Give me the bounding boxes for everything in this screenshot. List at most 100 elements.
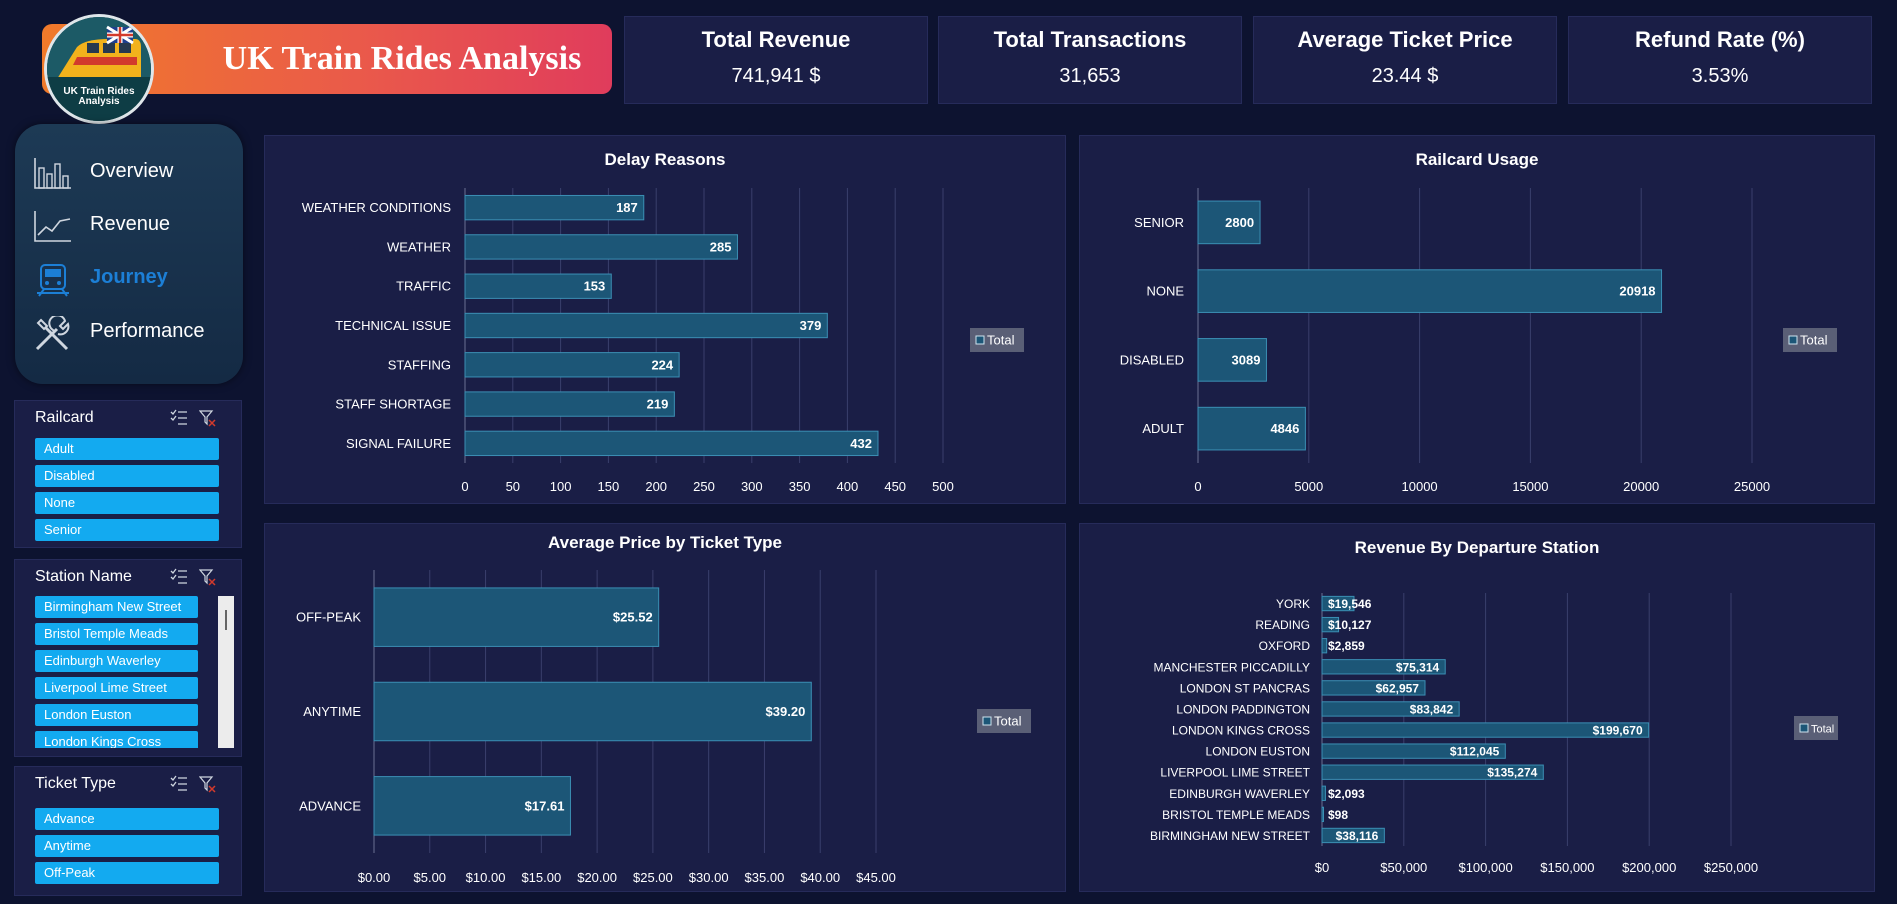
- legend-label: Total: [1800, 333, 1828, 348]
- slicer-chip[interactable]: Off-Peak: [35, 862, 219, 884]
- slicer-chip[interactable]: Advance: [35, 808, 219, 830]
- chart-panel-delay-reasons: Delay Reasons 0 50 100 150 200 250 300 350 400 45…: [264, 135, 1066, 504]
- station-list: Birmingham New Street Bristol Temple Mea…: [35, 596, 235, 748]
- slicer-chip[interactable]: Disabled: [35, 465, 219, 487]
- chart-title: Delay Reasons: [604, 150, 726, 169]
- category-label: TRAFFIC: [396, 279, 451, 294]
- axis-tick-label: 250: [693, 479, 715, 494]
- nav-item-revenue[interactable]: Revenue: [15, 207, 243, 247]
- legend-swatch: [1799, 723, 1809, 733]
- data-label: $112,045: [1450, 745, 1500, 759]
- nav-item-journey[interactable]: Journey: [15, 260, 243, 300]
- data-label: $38,116: [1336, 829, 1379, 843]
- category-label: SENIOR: [1134, 215, 1184, 230]
- bar: [1321, 680, 1426, 696]
- chart-panel-revenue-by-station: Revenue By Departure Station $0 $50,000 $1…: [1079, 523, 1875, 892]
- axis-tick-label: 20000: [1623, 479, 1659, 494]
- kpi-value: 3.53%: [1691, 65, 1749, 87]
- data-label: $2,093: [1328, 787, 1365, 801]
- bar: [1321, 827, 1385, 844]
- kpi-value: 741,941 $: [731, 65, 821, 87]
- page-title: UK Train Rides Analysis: [222, 40, 582, 77]
- slicer-chip[interactable]: Birmingham New Street: [35, 596, 198, 618]
- axis-tick-label: 25000: [1734, 479, 1770, 494]
- bar: [1321, 638, 1328, 654]
- slicer-chip[interactable]: Adult: [35, 438, 219, 460]
- data-label: 2800: [1225, 215, 1254, 230]
- slicer-chip[interactable]: London Kings Cross: [35, 731, 198, 748]
- data-label: $39.20: [766, 704, 806, 719]
- bar: [1321, 595, 1355, 612]
- axis-tick-label: $0: [1315, 860, 1329, 875]
- axis-tick-label: $50,000: [1380, 860, 1427, 875]
- axis-tick-label: 15000: [1512, 479, 1548, 494]
- bar: [1321, 659, 1446, 675]
- axis-tick-label: $15.00: [521, 870, 561, 885]
- bar: [1321, 722, 1650, 738]
- scrollbar-thumb[interactable]: [225, 610, 227, 630]
- axis-tick-label: 450: [884, 479, 906, 494]
- category-label: SIGNAL FAILURE: [346, 436, 451, 451]
- nav-item-overview[interactable]: Overview: [15, 154, 243, 194]
- logo: UK Train Rides Analysis: [44, 14, 154, 124]
- slicer-chip[interactable]: London Euston: [35, 704, 198, 726]
- multi-select-icon[interactable]: [170, 775, 188, 793]
- axis-tick-label: $40.00: [800, 870, 840, 885]
- bar: [1321, 764, 1544, 780]
- legend-swatch: [982, 716, 992, 726]
- axis-tick-label: 0: [1194, 479, 1201, 494]
- scrollbar[interactable]: [218, 596, 234, 748]
- clear-filter-icon[interactable]: [199, 568, 217, 586]
- data-label: 224: [651, 357, 673, 372]
- bar: [373, 776, 571, 836]
- nav-label: Performance: [90, 320, 205, 342]
- slicer-chip[interactable]: Liverpool Lime Street: [35, 677, 198, 699]
- category-label: LONDON KINGS CROSS: [1172, 724, 1310, 738]
- category-label: OFF-PEAK: [296, 610, 361, 625]
- chart-title: Average Price by Ticket Type: [547, 533, 783, 552]
- clear-filter-icon[interactable]: [199, 775, 217, 793]
- slicer-railcard: Railcard Adult Disabled None Senior: [14, 400, 242, 548]
- logo-text-line2: Analysis: [78, 96, 120, 107]
- delay-reasons-chart: 0 50 100 150 200 250 300 350 400 450 500 WEATHER CO…: [302, 188, 1024, 494]
- slicer-title: Ticket Type: [35, 775, 116, 792]
- multi-select-icon[interactable]: [170, 409, 188, 427]
- data-label: $10,127: [1328, 618, 1372, 632]
- category-label: TECHNICAL ISSUE: [335, 318, 451, 333]
- bar-chart-icon: [34, 158, 71, 189]
- slicer-chip[interactable]: Anytime: [35, 835, 219, 857]
- slicer-chip[interactable]: None: [35, 492, 219, 514]
- kpi-refund-rate: Refund Rate (%) 3.53%: [1568, 16, 1872, 104]
- slicer-title: Station Name: [35, 568, 132, 585]
- slicer-station-name: Station Name Birmingham New Street Brist…: [14, 559, 242, 757]
- axis-tick-label: $25.00: [633, 870, 673, 885]
- bar: [1197, 200, 1261, 245]
- data-label: $62,957: [1376, 681, 1420, 695]
- multi-select-icon[interactable]: [170, 568, 188, 586]
- slicer-chip[interactable]: Bristol Temple Meads: [35, 623, 198, 645]
- slicer-ticket-type: Ticket Type Advance Anytime Off-Peak: [14, 766, 242, 896]
- bar: [464, 194, 645, 221]
- slicer-title: Railcard: [35, 409, 94, 426]
- bar: [1321, 785, 1326, 801]
- logo-text-line1: UK Train Rides: [63, 86, 135, 97]
- legend-swatch: [975, 335, 985, 345]
- bar: [1321, 701, 1460, 717]
- bar: [373, 587, 660, 647]
- slicer-chip[interactable]: Senior: [35, 519, 219, 541]
- data-label: $98: [1328, 808, 1348, 822]
- category-label: STAFFING: [388, 357, 451, 372]
- category-label: BRISTOL TEMPLE MEADS: [1162, 808, 1310, 822]
- axis-tick-label: 400: [837, 479, 859, 494]
- category-label: EDINBURGH WAVERLEY: [1169, 787, 1310, 801]
- axis-tick-label: 200: [645, 479, 667, 494]
- slicer-chip[interactable]: Edinburgh Waverley: [35, 650, 198, 672]
- line-chart-icon: [34, 211, 71, 242]
- revenue-by-station-chart: $0 $50,000 $100,000 $150,000 $200,000 $250,00…: [1150, 593, 1838, 875]
- nav-item-performance[interactable]: Performance: [15, 314, 243, 354]
- data-label: 20918: [1619, 284, 1655, 299]
- axis-tick-label: $10.00: [466, 870, 506, 885]
- axis-tick-label: $35.00: [745, 870, 785, 885]
- category-label: DISABLED: [1120, 352, 1184, 367]
- clear-filter-icon[interactable]: [199, 409, 217, 427]
